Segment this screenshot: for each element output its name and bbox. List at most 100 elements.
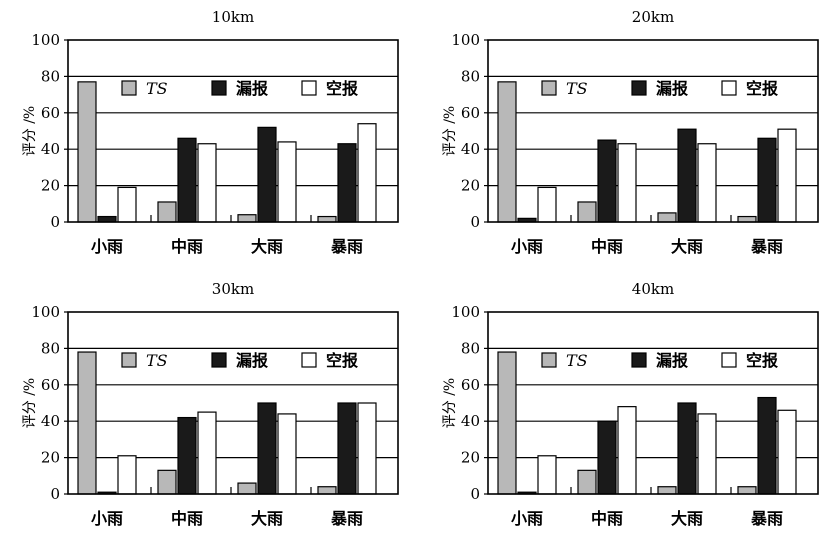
y-axis-label: 评分 /% <box>22 378 38 428</box>
bar-空报-中雨 <box>197 411 217 495</box>
x-tick-label: 中雨 <box>171 237 203 256</box>
legend-swatch-漏报 <box>631 352 647 368</box>
y-tick-label: 100 <box>451 303 480 321</box>
bar-漏报-大雨 <box>257 402 277 495</box>
chart-title: 10km <box>212 8 254 26</box>
chart-title: 30km <box>212 280 254 298</box>
bar-漏报-中雨 <box>597 420 617 495</box>
x-tick-label: 大雨 <box>251 237 283 256</box>
y-tick-label: 0 <box>50 213 60 231</box>
y-tick-label: 100 <box>31 303 60 321</box>
bar-漏报-中雨 <box>597 139 617 223</box>
y-tick-label: 60 <box>41 104 60 122</box>
y-tick-label: 80 <box>461 67 480 85</box>
bar-漏报-大雨 <box>257 126 277 223</box>
y-tick-label: 100 <box>451 31 480 49</box>
x-tick-label: 大雨 <box>671 237 703 256</box>
y-tick-label: 100 <box>31 31 60 49</box>
y-tick-label: 80 <box>461 339 480 357</box>
y-tick-label: 40 <box>41 412 60 430</box>
y-tick-label: 0 <box>470 485 480 503</box>
legend-label-空报: 空报 <box>326 351 358 370</box>
legend-label-漏报: 漏报 <box>236 79 268 98</box>
bar-漏报-中雨 <box>177 137 197 223</box>
y-tick-label: 0 <box>470 213 480 231</box>
bar-TS-小雨 <box>497 81 517 223</box>
bar-空报-小雨 <box>117 186 137 223</box>
x-tick-label: 小雨 <box>511 509 543 528</box>
y-tick-label: 60 <box>461 376 480 394</box>
bar-TS-暴雨 <box>317 215 337 223</box>
bar-空报-大雨 <box>697 143 717 223</box>
chart-panel-20km: 20km 评分 /% 0 20 40 60 80 100 小雨 中雨 大雨 暴雨 TS 漏报 空报 <box>442 8 819 256</box>
plot-frame <box>67 39 399 223</box>
y-tick-label: 20 <box>461 177 480 195</box>
legend-label-漏报: 漏报 <box>236 351 268 370</box>
bar-漏报-中雨 <box>177 416 197 495</box>
bar-TS-小雨 <box>77 81 97 223</box>
legend-label-空报: 空报 <box>746 351 778 370</box>
x-tick-label: 小雨 <box>511 237 543 256</box>
bar-TS-中雨 <box>577 201 597 223</box>
bar-空报-大雨 <box>697 413 717 495</box>
bar-漏报-大雨 <box>677 402 697 495</box>
plot-frame <box>487 311 819 495</box>
bar-TS-小雨 <box>497 351 517 495</box>
legend-swatch-漏报 <box>211 80 227 96</box>
bar-漏报-小雨 <box>97 215 117 223</box>
legend-label-漏报: 漏报 <box>656 351 688 370</box>
bar-漏报-暴雨 <box>337 143 357 223</box>
x-tick-label: 小雨 <box>91 237 123 256</box>
chart-title: 40km <box>632 280 674 298</box>
y-axis-label: 评分 /% <box>442 378 458 428</box>
x-tick-label: 中雨 <box>591 509 623 528</box>
chart-panel-10km: 10km 评分 /% 0 20 40 60 80 100 小雨 中雨 大雨 暴雨 TS 漏报 空报 <box>22 8 399 256</box>
chart-title: 20km <box>632 8 674 26</box>
legend-swatch-TS <box>541 352 557 368</box>
legend-swatch-漏报 <box>631 80 647 96</box>
bar-空报-暴雨 <box>357 402 377 495</box>
bar-漏报-暴雨 <box>757 137 777 223</box>
x-tick-label: 小雨 <box>91 509 123 528</box>
legend-swatch-空报 <box>301 352 317 368</box>
bar-TS-大雨 <box>237 214 257 223</box>
y-tick-label: 60 <box>41 376 60 394</box>
bar-空报-中雨 <box>617 406 637 495</box>
legend-label-漏报: 漏报 <box>656 79 688 98</box>
bar-空报-中雨 <box>617 143 637 223</box>
bar-空报-暴雨 <box>777 128 797 223</box>
y-tick-label: 20 <box>41 449 60 467</box>
legend-label-TS: TS <box>146 351 168 370</box>
bar-TS-小雨 <box>77 351 97 495</box>
y-tick-label: 20 <box>41 177 60 195</box>
legend-swatch-空报 <box>721 80 737 96</box>
legend-label-空报: 空报 <box>326 79 358 98</box>
bar-TS-大雨 <box>657 212 677 223</box>
bar-TS-暴雨 <box>737 215 757 223</box>
legend-swatch-TS <box>121 352 137 368</box>
legend-swatch-TS <box>121 80 137 96</box>
bar-空报-小雨 <box>117 455 137 495</box>
y-tick-label: 40 <box>41 140 60 158</box>
x-tick-label: 中雨 <box>171 509 203 528</box>
chart-panel-40km: 40km 评分 /% 0 20 40 60 80 100 小雨 中雨 大雨 暴雨 TS 漏报 空报 <box>442 280 819 528</box>
bar-TS-暴雨 <box>317 486 337 495</box>
plot-frame <box>67 311 399 495</box>
bar-漏报-暴雨 <box>337 402 357 495</box>
bar-空报-大雨 <box>277 141 297 223</box>
x-tick-label: 暴雨 <box>330 237 363 256</box>
y-tick-label: 20 <box>461 449 480 467</box>
y-axis-label: 评分 /% <box>22 106 38 156</box>
bar-空报-小雨 <box>537 455 557 495</box>
chart-panel-30km: 30km 评分 /% 0 20 40 60 80 100 小雨 中雨 大雨 暴雨 TS 漏报 空报 <box>22 280 399 528</box>
x-tick-label: 暴雨 <box>750 237 783 256</box>
bar-TS-大雨 <box>657 486 677 495</box>
bar-漏报-大雨 <box>677 128 697 223</box>
bar-漏报-暴雨 <box>757 396 777 495</box>
y-axis-label: 评分 /% <box>442 106 458 156</box>
bar-TS-大雨 <box>237 482 257 495</box>
x-tick-label: 大雨 <box>251 509 283 528</box>
bar-空报-暴雨 <box>357 123 377 223</box>
legend-swatch-空报 <box>301 80 317 96</box>
y-tick-label: 80 <box>41 339 60 357</box>
